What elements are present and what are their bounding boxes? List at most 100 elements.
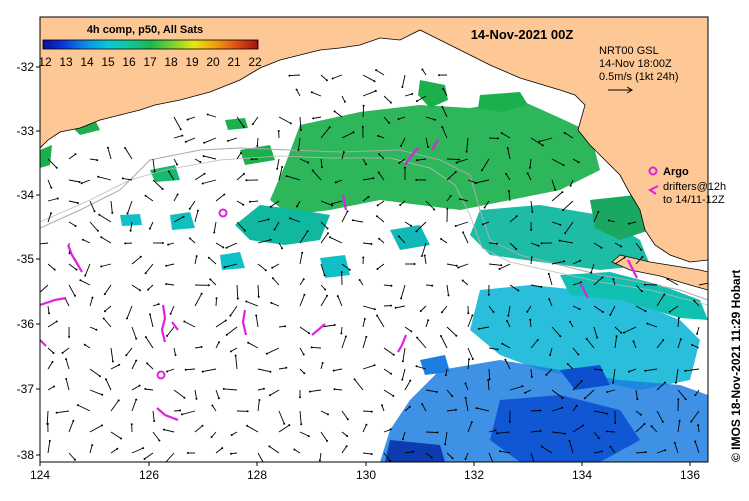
current-vector-head	[602, 311, 604, 313]
current-vector-head	[263, 388, 265, 390]
current-vector-head	[271, 267, 273, 269]
current-vector-head	[431, 457, 433, 459]
current-vector-head	[562, 397, 564, 399]
current-vector-head	[309, 391, 311, 393]
current-vector-head	[95, 329, 97, 331]
current-vector-head	[680, 338, 682, 340]
current-vector-head	[147, 289, 149, 291]
current-vector	[447, 159, 459, 160]
current-vector-head	[496, 432, 498, 434]
y-tick-label: -34	[17, 188, 35, 202]
current-vector-head	[139, 289, 141, 291]
current-vector-head	[606, 430, 608, 432]
current-vector-head	[244, 230, 246, 232]
current-vector-head	[202, 371, 204, 373]
current-vector-head	[270, 302, 272, 304]
current-vector-head	[185, 141, 187, 143]
current-vector-head	[218, 397, 220, 399]
current-vector-head	[606, 391, 608, 393]
current-vector-head	[359, 279, 361, 281]
current-vector-head	[414, 263, 416, 265]
current-vector-head	[266, 353, 268, 355]
plot-area	[38, 17, 713, 467]
current-vector-head	[440, 238, 442, 240]
current-vector	[426, 432, 437, 433]
current-vector-head	[131, 423, 133, 425]
current-vector-head	[180, 128, 182, 130]
current-vector-head	[230, 350, 232, 352]
current-vector-head	[247, 410, 249, 412]
current-vector-head	[416, 337, 418, 339]
current-vector-head	[694, 394, 696, 396]
current-vector-head	[561, 191, 563, 193]
current-vector-head	[570, 185, 572, 187]
current-vector-head	[559, 335, 561, 337]
argo-legend-label: Argo	[663, 166, 689, 178]
current-vector-head	[185, 369, 187, 371]
current-vector-head	[99, 375, 101, 377]
current-vector-head	[434, 119, 436, 121]
current-vector-head	[299, 396, 301, 398]
colorbar-tick: 13	[59, 55, 73, 69]
current-vector-head	[441, 126, 443, 128]
current-vector-head	[508, 190, 510, 192]
current-vector-head	[612, 382, 614, 384]
current-vector-head	[363, 105, 365, 107]
current-vector-head	[203, 142, 205, 144]
current-vector-head	[352, 219, 354, 221]
current-vector-head	[334, 110, 336, 112]
current-vector-head	[645, 451, 647, 453]
current-vector-head	[569, 321, 571, 323]
current-vector-head	[183, 397, 185, 399]
current-vector-head	[628, 371, 630, 373]
current-vector-head	[684, 370, 686, 372]
current-vector-head	[242, 204, 244, 206]
current-legend-line: 0.5m/s (1kt 24h)	[599, 71, 678, 83]
current-vector-head	[471, 421, 473, 423]
current-vector-head	[371, 411, 373, 413]
current-vector-head	[466, 151, 468, 153]
current-vector-head	[364, 318, 366, 320]
current-vector-head	[196, 398, 198, 400]
current-vector-head	[448, 294, 450, 296]
current-vector-head	[326, 295, 328, 297]
current-vector-head	[674, 442, 676, 444]
current-vector-head	[457, 267, 459, 269]
current-vector-head	[539, 141, 541, 143]
current-vector-head	[124, 242, 126, 244]
current-vector-head	[628, 223, 630, 225]
current-vector-head	[344, 101, 346, 103]
current-vector-head	[664, 449, 666, 451]
y-tick-label: -38	[17, 448, 35, 462]
current-vector-head	[57, 198, 59, 200]
current-vector-head	[56, 321, 58, 323]
current-vector-head	[465, 397, 467, 399]
current-vector-head	[353, 131, 355, 133]
current-vector-head	[223, 388, 225, 390]
current-vector-head	[456, 265, 458, 267]
current-vector-head	[581, 380, 583, 382]
current-vector-head	[341, 271, 343, 273]
current-vector-head	[130, 230, 132, 232]
current-vector-head	[124, 147, 126, 149]
current-vector-head	[347, 418, 349, 420]
current-vector-head	[56, 167, 58, 169]
current-vector-head	[685, 398, 687, 400]
current-vector-head	[274, 229, 276, 231]
current-vector-head	[390, 102, 392, 104]
current-vector-head	[98, 214, 100, 216]
current-vector-head	[249, 201, 251, 203]
current-vector-head	[335, 181, 337, 183]
current-vector-head	[56, 412, 58, 414]
current-vector-head	[276, 168, 278, 170]
current-vector	[312, 347, 321, 348]
current-vector-head	[455, 335, 457, 337]
y-tick-label: -37	[17, 382, 35, 396]
current-vector-head	[424, 255, 426, 257]
current-vector-head	[601, 247, 603, 249]
current-vector-head	[101, 424, 103, 426]
current-vector-head	[421, 69, 423, 71]
current-vector-head	[265, 269, 267, 271]
current-vector-head	[444, 443, 446, 445]
